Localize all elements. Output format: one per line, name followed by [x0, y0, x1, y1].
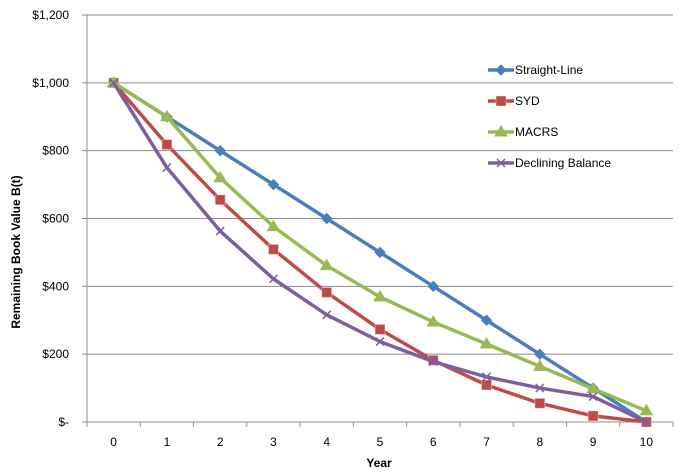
x-marker-stroke: [535, 383, 545, 393]
x-tick-label: 8: [536, 435, 543, 449]
data-point-straight-line: [534, 348, 546, 360]
x-marker-stroke: [162, 163, 172, 173]
data-point-syd: [587, 410, 599, 422]
x-marker-stroke: [268, 274, 278, 284]
legend-swatch-marker: [495, 64, 507, 76]
data-point-syd: [481, 379, 493, 391]
data-point-declining-balance: [588, 392, 598, 402]
data-point-straight-line: [374, 246, 386, 259]
data-point-syd: [321, 286, 333, 298]
data-point-straight-line: [267, 178, 280, 191]
legend-item-syd: SYD: [488, 94, 540, 108]
x-tick-label: 9: [590, 435, 597, 449]
x-marker-stroke: [375, 337, 385, 347]
x-marker-stroke: [482, 372, 492, 382]
x-tick-labels: 0 1 2 3 4 5 6 7 8 9 10: [110, 435, 653, 449]
data-point-syd: [534, 397, 546, 409]
data-point-macrs: [213, 170, 228, 183]
x-tick-label: 4: [323, 435, 330, 449]
data-point-syd: [267, 243, 279, 255]
data-point-declining-balance: [215, 226, 225, 236]
data-point-declining-balance: [428, 357, 438, 367]
data-point-macrs: [586, 381, 600, 394]
legend-item-declining-balance: Declining Balance: [488, 156, 611, 170]
data-point-declining-balance: [375, 337, 385, 347]
data-point-macrs: [479, 337, 494, 349]
data-point-macrs: [160, 109, 174, 122]
x-marker-stroke: [109, 78, 119, 88]
data-point-macrs: [639, 403, 654, 416]
y-tick-label: $400: [42, 279, 69, 293]
data-point-straight-line: [427, 280, 439, 293]
x-marker-stroke: [588, 392, 598, 402]
data-point-straight-line: [480, 314, 493, 326]
data-point-macrs: [373, 289, 387, 302]
data-point-declining-balance: [109, 78, 119, 88]
x-marker-stroke: [496, 158, 506, 168]
data-point-declining-balance: [535, 383, 545, 393]
legend: Straight-Line SYD MACRS Declining Balance: [488, 63, 611, 170]
data-point-syd: [374, 323, 386, 335]
y-tick-labels: $- $200 $400 $600 $800 $1,000 $1,200: [32, 8, 69, 429]
x-tick-label: 6: [430, 435, 437, 449]
data-point-declining-balance: [268, 274, 278, 284]
legend-swatch-marker: [494, 125, 508, 137]
y-tick-label: $800: [42, 144, 69, 158]
gridlines: [87, 14, 673, 355]
legend-item-straight-line: Straight-Line: [488, 63, 583, 77]
y-tick-label: $1,200: [32, 8, 69, 22]
data-point-macrs: [532, 359, 547, 371]
legend-swatch-marker: [496, 158, 506, 168]
x-tick-label: 7: [483, 435, 490, 449]
y-tick-label: $600: [42, 212, 69, 226]
y-tick-label: $200: [42, 347, 69, 361]
data-point-declining-balance: [162, 163, 172, 173]
data-point-straight-line: [321, 212, 333, 225]
x-tick-label: 0: [110, 435, 117, 449]
data-point-macrs: [426, 314, 441, 327]
data-point-syd: [161, 139, 173, 151]
legend-item-macrs: MACRS: [488, 125, 558, 139]
data-point-straight-line: [214, 144, 226, 157]
data-point-macrs: [266, 219, 281, 232]
data-point-declining-balance: [641, 417, 651, 427]
x-tick-label: 1: [164, 435, 171, 449]
axes: [82, 14, 674, 427]
data-point-macrs: [319, 258, 334, 271]
y-tick-label: $1,000: [32, 76, 69, 90]
data-point-syd: [214, 194, 226, 206]
x-marker-stroke: [322, 310, 332, 320]
data-point-declining-balance: [322, 310, 332, 320]
legend-swatch-marker: [495, 95, 507, 107]
x-tick-label: 3: [270, 435, 277, 449]
y-axis-title: Remaining Book Value B(t): [9, 175, 23, 328]
legend-label: Straight-Line: [515, 63, 583, 77]
y-tick-label: $-: [58, 415, 69, 429]
legend-label: MACRS: [515, 125, 558, 139]
series-group: [106, 75, 654, 428]
legend-label: SYD: [515, 94, 540, 108]
x-marker-stroke: [428, 357, 438, 367]
x-tick-label: 2: [217, 435, 224, 449]
legend-label: Declining Balance: [515, 156, 611, 170]
data-point-declining-balance: [482, 372, 492, 382]
x-axis-title: Year: [366, 456, 392, 470]
x-marker-stroke: [641, 417, 651, 427]
x-marker-stroke: [215, 226, 225, 236]
x-tick-label: 5: [377, 435, 384, 449]
x-tick-label: 10: [640, 435, 654, 449]
